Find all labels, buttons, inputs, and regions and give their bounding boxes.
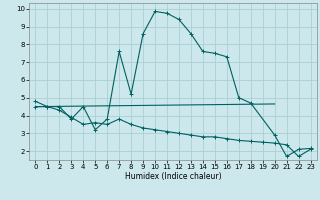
X-axis label: Humidex (Indice chaleur): Humidex (Indice chaleur) [125,172,221,181]
